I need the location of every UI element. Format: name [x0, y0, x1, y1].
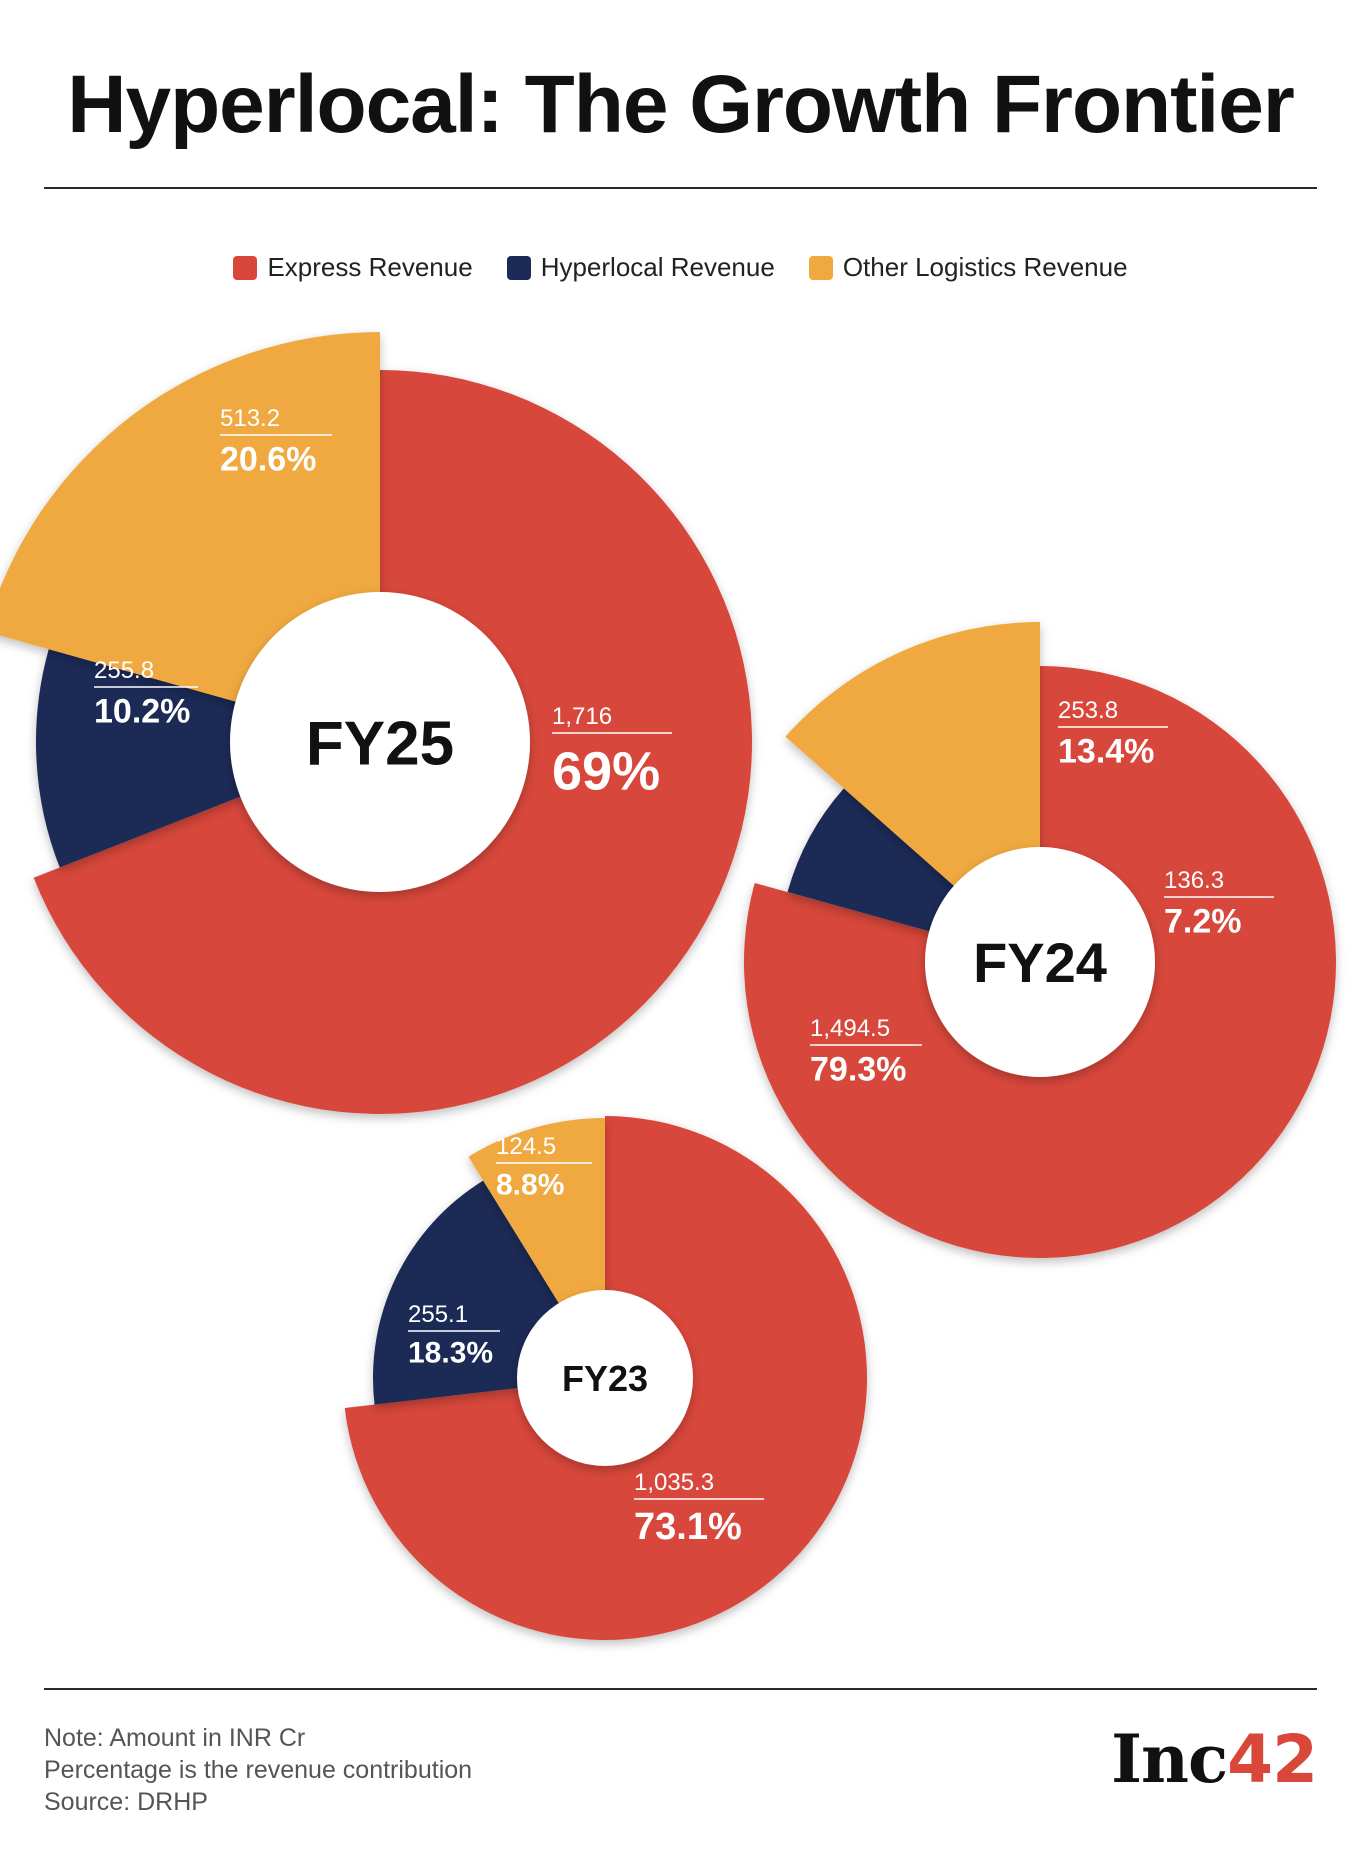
footer-notes: Note: Amount in INR Cr Percentage is the… — [44, 1722, 472, 1818]
pct-label-other-fy24: 13.4% — [1058, 733, 1154, 771]
brand-logo: Inc42 — [1111, 1720, 1318, 1798]
center-label-fy24: FY24 — [973, 931, 1107, 994]
pct-label-express-fy23: 73.1% — [634, 1506, 742, 1548]
chart-title: Hyperlocal: The Growth Frontier — [67, 59, 1294, 150]
value-label-express-fy23: 1,035.3 — [634, 1469, 714, 1496]
pct-label-hyperlocal-fy24: 7.2% — [1164, 903, 1242, 941]
value-label-hyperlocal-fy24: 136.3 — [1164, 867, 1224, 894]
legend-swatch-other — [808, 255, 833, 280]
note-percentage: Percentage is the revenue contribution — [44, 1756, 473, 1784]
brand-text: Inc — [1111, 1720, 1228, 1798]
bottom-divider — [44, 1688, 1317, 1690]
legend-label-other: Other Logistics Revenue — [842, 252, 1128, 282]
center-circle-fy23 — [517, 1290, 693, 1466]
legend: Express Revenue Hyperlocal Revenue Other… — [0, 252, 1361, 283]
value-label-other-fy24: 253.8 — [1058, 697, 1118, 724]
pie-fy25: FY25 1,716 69% 255.8 10.2% 513.2 20.6% — [0, 332, 753, 1115]
pct-label-express-fy25: 69% — [552, 742, 660, 802]
value-label-hyperlocal-fy23: 255.1 — [408, 1301, 468, 1328]
center-label-fy23: FY23 — [562, 1358, 648, 1399]
legend-swatch-express — [233, 255, 258, 280]
legend-item-express: Express Revenue — [233, 252, 473, 283]
pie-fy24: FY24 1,494.5 79.3% 136.3 7.2% 253.8 13.4% — [744, 622, 1336, 1258]
value-label-other-fy23: 124.5 — [496, 1133, 556, 1160]
note-source: Source: DRHP — [44, 1788, 208, 1816]
legend-item-hyperlocal: Hyperlocal Revenue — [506, 252, 775, 283]
value-label-hyperlocal-fy25: 255.8 — [94, 657, 154, 684]
pct-label-other-fy25: 20.6% — [220, 441, 316, 479]
center-circle-fy24 — [925, 847, 1155, 1077]
slice-hyperlocal-fy25 — [36, 649, 381, 868]
pie-fy23: FY23 1,035.3 73.1% 255.1 18.3% 124.5 8.8% — [344, 1116, 867, 1641]
legend-label-express: Express Revenue — [267, 252, 473, 282]
pct-label-hyperlocal-fy25: 10.2% — [94, 693, 190, 731]
note-units: Note: Amount in INR Cr — [44, 1724, 306, 1752]
value-label-express-fy25: 1,716 — [552, 703, 612, 730]
legend-label-hyperlocal: Hyperlocal Revenue — [540, 252, 775, 282]
pct-label-hyperlocal-fy23: 18.3% — [408, 1337, 493, 1370]
center-circle-fy25 — [230, 592, 530, 892]
pct-label-other-fy23: 8.8% — [496, 1169, 564, 1202]
value-label-express-fy24: 1,494.5 — [810, 1015, 890, 1042]
legend-item-other: Other Logistics Revenue — [808, 252, 1128, 283]
top-divider — [44, 187, 1317, 189]
legend-swatch-hyperlocal — [506, 255, 531, 280]
pct-label-express-fy24: 79.3% — [810, 1051, 906, 1089]
value-label-other-fy25: 513.2 — [220, 405, 280, 432]
center-label-fy25: FY25 — [306, 709, 454, 778]
brand-accent: 42 — [1227, 1721, 1318, 1798]
